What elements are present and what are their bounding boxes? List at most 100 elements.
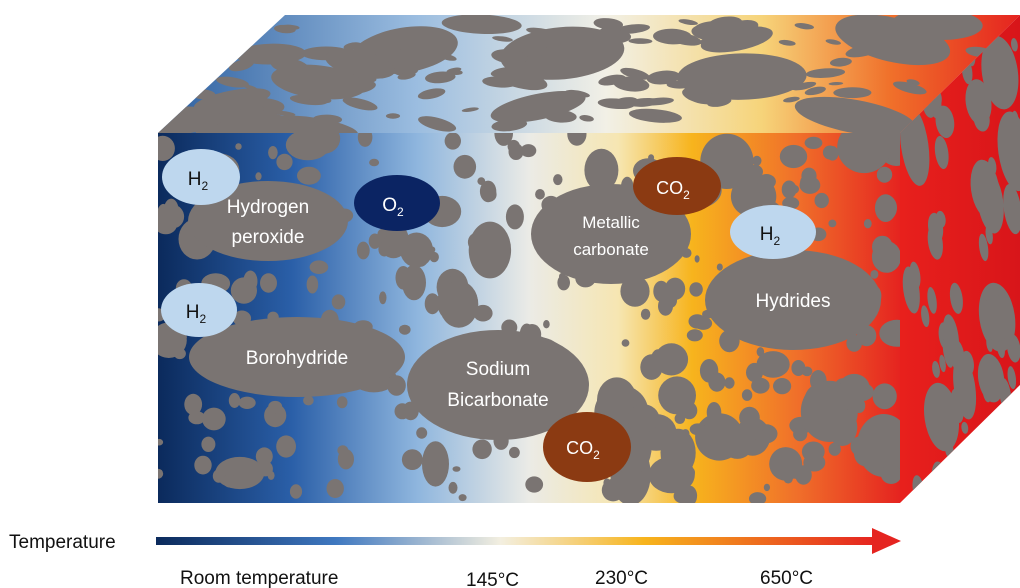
foam-particle — [716, 263, 723, 271]
svg-text:CO2: CO2 — [656, 178, 690, 202]
foam-particle — [312, 114, 343, 125]
foam-particle — [472, 439, 492, 460]
foam-particle — [650, 349, 666, 373]
foam-particle — [1009, 470, 1020, 500]
tick-230c: 230°C — [595, 568, 648, 588]
foam-particle — [416, 427, 428, 439]
foam-particle — [399, 324, 411, 335]
foam-particle — [193, 88, 271, 113]
hydrogen-peroxide-label-line2: peroxide — [232, 227, 305, 248]
foam-particle — [939, 354, 946, 373]
foam-particle — [223, 474, 237, 488]
foam-particle — [932, 360, 940, 378]
foam-particle — [356, 241, 370, 260]
foam-particle — [801, 366, 813, 377]
foam-particle — [682, 485, 698, 503]
foam-particle — [479, 180, 497, 203]
foam-particle — [863, 219, 872, 229]
foam-particle — [441, 15, 522, 35]
foam-particle — [579, 115, 594, 122]
foam-particle — [949, 339, 965, 372]
foam-particle — [763, 483, 771, 492]
foam-particle — [793, 426, 808, 442]
foam-particle — [678, 19, 698, 26]
foam-particle — [424, 293, 441, 315]
foam-particle — [418, 116, 457, 132]
foam-particle — [997, 340, 1005, 359]
foam-particle — [397, 43, 434, 60]
foam-particle — [525, 476, 544, 493]
foam-particle — [694, 255, 700, 263]
foam-particle — [369, 158, 380, 167]
foam-particle — [274, 24, 296, 34]
foam-particle — [871, 241, 900, 273]
foam-particle — [927, 287, 937, 314]
hydrides-label: Hydrides — [756, 291, 831, 312]
foam-particle — [596, 25, 622, 36]
foam-particle — [794, 96, 916, 133]
foam-particle — [1010, 38, 1018, 52]
foam-particle — [779, 144, 808, 169]
foam-particle — [982, 294, 1012, 341]
foam-particle — [468, 221, 512, 279]
foam-particle — [539, 45, 567, 57]
foam-particle — [260, 273, 277, 293]
foam-particle — [447, 67, 462, 73]
foam-particle — [628, 38, 653, 44]
foam-particle — [646, 70, 681, 85]
foam-particle — [949, 282, 963, 314]
foam-particle — [194, 455, 212, 475]
foam-particle — [238, 396, 256, 409]
foam-particle — [274, 110, 296, 117]
temperature-gradient-bar — [156, 537, 874, 545]
foam-particle — [805, 68, 846, 78]
foam-particle — [505, 204, 524, 230]
h2-bubble-left: H2 — [161, 283, 237, 337]
foam-particle — [987, 157, 997, 175]
foam-particle — [201, 436, 216, 452]
foam-particle — [439, 280, 479, 328]
top-face-particles — [158, 15, 994, 133]
foam-particle — [910, 85, 926, 92]
foam-particle — [444, 133, 461, 150]
foam-particle — [289, 484, 303, 499]
foam-particle — [801, 441, 825, 462]
sodium-bicarbonate-label-line1: Sodium — [466, 359, 530, 380]
foam-particle — [158, 106, 223, 133]
foam-particle — [804, 136, 823, 149]
foam-particle — [708, 372, 726, 392]
foam-particle — [326, 479, 344, 498]
foam-particle — [688, 314, 706, 329]
foam-particle — [216, 76, 249, 88]
foam-particle — [621, 339, 630, 347]
foam-particle — [230, 277, 257, 304]
temperature-axis-label: Temperature — [9, 532, 116, 553]
foam-particle — [718, 90, 737, 97]
borohydride-compound: Borohydride — [189, 317, 405, 397]
foam-particle — [212, 469, 225, 483]
foam-particle — [880, 464, 900, 484]
sodium-bicarbonate-compound: Sodium Bicarbonate — [407, 330, 589, 440]
foam-particle — [158, 135, 175, 161]
foam-particle — [567, 133, 587, 146]
foam-particle — [184, 393, 203, 415]
foam-particle — [268, 115, 359, 133]
foam-particle — [491, 118, 528, 132]
foam-particle — [584, 148, 619, 192]
foam-particle — [681, 429, 690, 438]
foam-particle — [653, 28, 692, 45]
metallic-carbonate-label-line1: Metallic — [582, 213, 640, 232]
foam-particle — [268, 146, 278, 160]
foam-particle — [1005, 455, 1020, 503]
foam-particle — [689, 423, 706, 436]
foam-particle — [741, 389, 753, 401]
foam-particle — [553, 174, 563, 186]
foam-particle — [827, 408, 858, 447]
foam-particle — [535, 189, 545, 200]
foam-particle — [344, 80, 376, 94]
foam-particle — [870, 270, 879, 279]
foam-particle — [306, 275, 319, 294]
foam-particle — [829, 57, 852, 67]
foam-particle — [342, 97, 378, 111]
